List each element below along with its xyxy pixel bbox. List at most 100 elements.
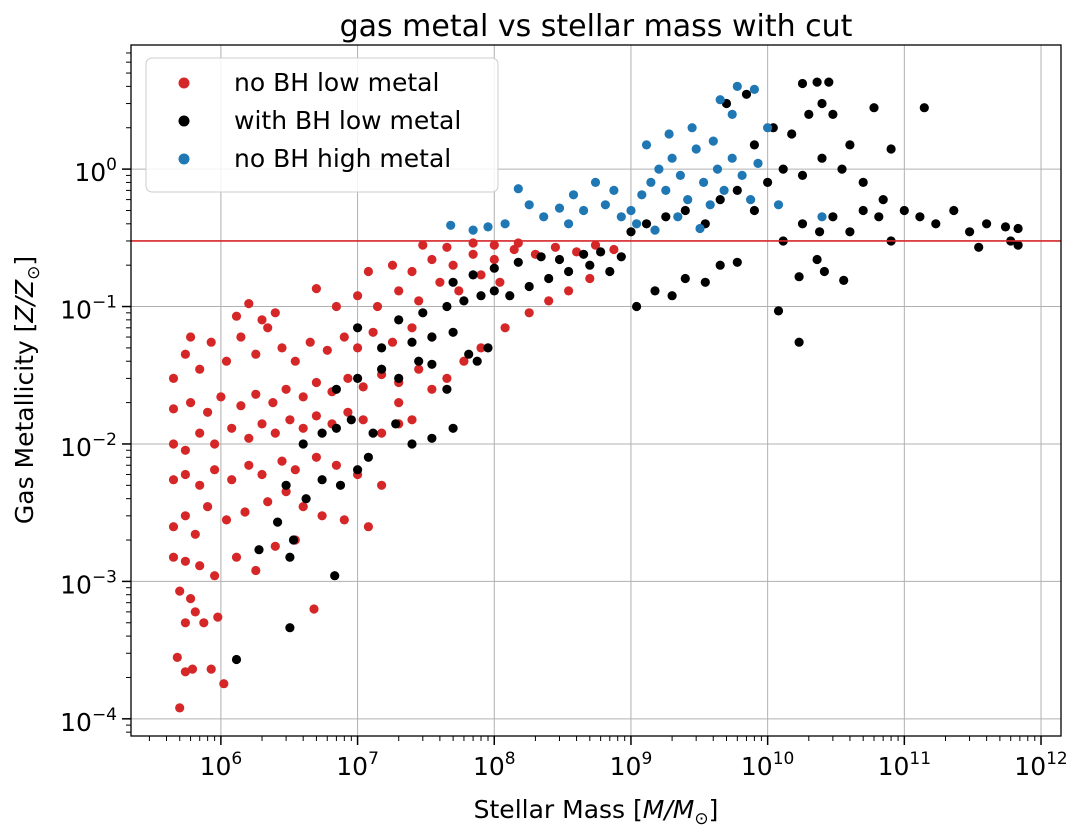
data-point [699,177,709,187]
data-point [168,522,179,532]
data-point [311,452,321,462]
data-point [732,81,742,91]
data-point [346,415,356,425]
data-point [489,286,499,296]
data-point [919,103,929,113]
data-point [168,552,179,562]
data-point [363,452,373,462]
data-point [277,456,287,466]
data-point [277,343,287,353]
data-point [749,140,760,150]
data-point [483,222,493,232]
data-point [513,257,523,267]
data-point [190,529,200,539]
data-point [427,433,437,443]
data-point [550,242,561,252]
data-point [763,123,773,133]
data-point [464,349,474,359]
data-point [797,170,808,180]
data-point [317,428,327,438]
data-point [749,84,760,94]
data-point [254,545,264,555]
data-point [168,404,179,414]
data-point [263,497,273,507]
data-point [331,460,341,470]
data-point [637,190,647,200]
data-point [564,219,574,229]
data-point [180,349,190,359]
data-point [1013,223,1023,234]
data-point [442,242,452,252]
data-point [290,465,300,475]
data-point [206,664,216,674]
data-point [231,311,242,321]
data-point [982,219,992,229]
data-point [845,227,855,237]
data-point [1000,222,1011,232]
data-point [199,618,209,628]
data-point [311,284,321,294]
data-point [331,423,341,433]
data-point [251,389,261,399]
data-point [454,286,464,296]
data-point [394,398,404,408]
data-point [489,240,499,250]
data-point [358,415,368,425]
data-point [368,327,378,337]
data-point [459,296,469,306]
data-point [257,315,267,325]
data-point [650,225,660,235]
data-point [442,373,452,383]
data-point [899,205,909,216]
data-point [568,190,579,200]
data-point [812,254,822,265]
data-point [180,445,190,455]
data-point [187,664,198,674]
data-point [794,337,804,347]
data-point [727,109,737,119]
data-point [172,652,182,663]
data-point [213,612,223,622]
data-point [448,277,458,287]
data-point [858,205,868,216]
data-point [339,515,349,525]
data-point [244,299,254,309]
data-point [281,480,291,490]
data-point [572,247,582,257]
x-tick-label: 106 [200,749,243,781]
data-point [394,373,404,383]
y-tick-label: 100 [74,155,117,187]
data-point [175,703,185,713]
data-point [448,327,458,337]
data-point [210,571,220,581]
data-point [544,296,554,306]
data-point [414,364,424,374]
data-point [646,177,656,187]
data-point [407,266,417,277]
series-3 [446,81,827,235]
data-point [489,263,499,273]
plot-frame [130,44,1062,737]
data-point [353,323,363,333]
data-point [257,419,267,429]
data-point [288,535,299,545]
data-point [680,273,690,284]
data-point [732,257,742,267]
data-point [585,260,595,270]
data-point [468,225,478,235]
data-point [227,475,237,485]
data-point [407,323,417,333]
data-point [210,465,220,475]
data-point [273,517,283,527]
data-point [330,571,340,581]
data-point [468,270,478,280]
data-point [616,212,626,222]
data-point [828,109,838,119]
data-point [180,618,190,628]
legend-label: no BH low metal [234,68,439,97]
data-point [828,212,838,222]
data-point [257,469,267,480]
data-point [391,419,401,429]
data-point [186,332,196,342]
